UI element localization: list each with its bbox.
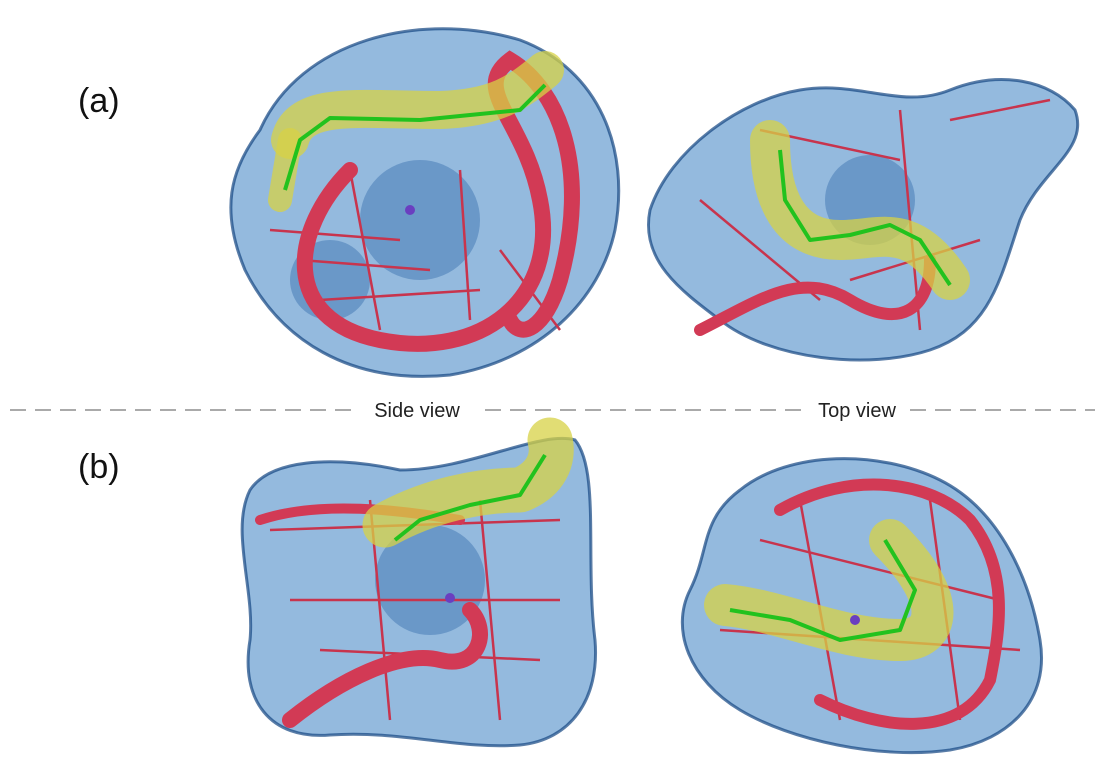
- panel-label: (a): [78, 82, 120, 120]
- molecule-a-top: [647, 78, 1080, 362]
- molecule-a-side: [229, 27, 621, 378]
- label-bg: [355, 396, 480, 424]
- view-label: Side view: [374, 400, 460, 422]
- panel-label: (b): [78, 448, 120, 486]
- view-label: Top view: [818, 400, 896, 422]
- molecule-b-side: [240, 417, 598, 748]
- label-bg: [805, 396, 910, 424]
- molecule-b-top: [680, 457, 1043, 755]
